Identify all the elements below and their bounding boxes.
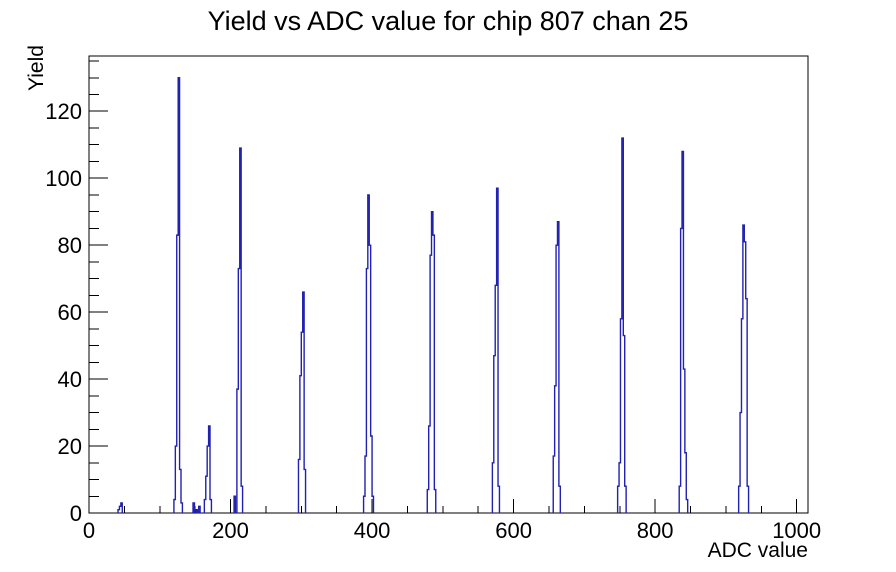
y-axis-tick-label: 40 [58,367,82,392]
histogram-series [426,210,437,513]
x-axis-tick-label: 0 [83,518,95,543]
histogram-series [362,194,375,513]
plot-frame [88,55,809,514]
y-axis-tick-label: 0 [70,501,82,526]
y-axis-tick-label: 20 [58,434,82,459]
x-axis-tick-label: 200 [212,518,249,543]
histogram-series [203,425,213,513]
x-axis-title: ADC value [707,539,808,562]
histogram-series [117,502,123,513]
histogram-series [616,137,627,513]
y-axis-tick-label: 60 [58,300,82,325]
histogram-series [678,150,689,513]
histogram-series [173,77,184,513]
y-axis-tick-label: 120 [45,99,82,124]
histogram-series [192,502,196,513]
y-axis-tick-label: 80 [58,233,82,258]
histogram-series [737,224,750,513]
x-axis-tick-label: 600 [495,518,532,543]
histogram-series [197,505,201,513]
x-axis-tick-label: 1000 [772,518,821,543]
histogram-series [195,508,198,513]
histogram-series [491,187,501,513]
histogram-series [297,291,307,513]
chart-title: Yield vs ADC value for chip 807 chan 25 [207,6,689,36]
y-axis-tick-label: 100 [45,166,82,191]
x-axis-tick-label: 400 [354,518,391,543]
histogram-series [552,221,562,513]
x-axis-tick-label: 800 [637,518,674,543]
histogram-series [233,495,237,513]
histogram-series [236,147,244,513]
